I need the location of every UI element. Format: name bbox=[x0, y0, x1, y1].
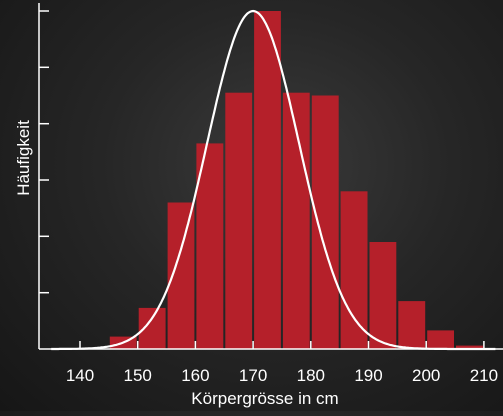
histogram-bar bbox=[254, 11, 281, 349]
x-tick-label: 190 bbox=[354, 366, 382, 385]
x-tick-label: 180 bbox=[297, 366, 325, 385]
x-tick-label: 210 bbox=[470, 366, 498, 385]
histogram-bar bbox=[196, 143, 224, 349]
x-axis-title: Körpergrösse in cm bbox=[191, 389, 338, 408]
x-tick-label: 160 bbox=[181, 366, 209, 385]
histogram-bar bbox=[340, 191, 368, 349]
histogram-bar bbox=[427, 330, 454, 349]
bars-group bbox=[109, 11, 483, 349]
histogram-bar bbox=[225, 92, 253, 349]
histogram-bar bbox=[398, 301, 426, 349]
histogram-bar bbox=[456, 345, 483, 349]
x-ticks-group: 140 150 160 170 180 190 200 210 bbox=[66, 341, 498, 385]
y-ticks-group bbox=[39, 10, 49, 294]
x-tick-label: 170 bbox=[239, 366, 267, 385]
histogram-bar bbox=[369, 242, 397, 349]
x-tick-label: 150 bbox=[124, 366, 152, 385]
histogram-bar bbox=[311, 95, 339, 349]
x-tick-label: 200 bbox=[412, 366, 440, 385]
y-axis-title: Häufigkeit bbox=[14, 120, 33, 196]
x-tick-label: 140 bbox=[66, 366, 94, 385]
